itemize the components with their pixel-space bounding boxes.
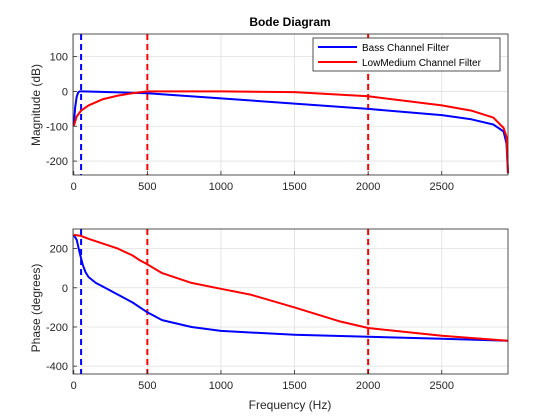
legend[interactable]: Bass Channel Filter LowMedium Channel Fi… — [312, 37, 501, 72]
x-tick-label: 2000 — [356, 380, 380, 392]
y-tick-label: -200 — [46, 156, 68, 168]
lowmedium-channel-filter-line — [73, 233, 509, 342]
magnitude-y-label: Magnitude (dB) — [29, 64, 43, 146]
frequency-x-label: Frequency (Hz) — [249, 398, 332, 412]
x-tick-label: 500 — [138, 181, 156, 193]
legend-box — [312, 37, 501, 72]
x-tick-label: 1000 — [209, 380, 233, 392]
x-tick-label: 1500 — [282, 380, 306, 392]
x-tick-label: 1500 — [282, 181, 306, 193]
magnitude-axes: Bode Diagram Magnitude (dB) 0 500 1000 1500… — [29, 15, 509, 193]
chart-title: Bode Diagram — [249, 15, 330, 29]
phase-series — [72, 233, 509, 342]
legend-label-lowmedium: LowMedium Channel Filter — [362, 58, 482, 69]
phase-y-label: Phase (degrees) — [29, 264, 43, 353]
lowmedium-channel-filter-line — [72, 90, 509, 174]
y-tick-label: 200 — [50, 244, 68, 256]
phase-axes: Phase (degrees) Frequency (Hz) 0 500 1000 1… — [29, 228, 509, 412]
x-tick-label: 500 — [138, 380, 156, 392]
x-tick-label: 2500 — [430, 380, 454, 392]
bass-channel-filter-line — [72, 90, 509, 174]
y-tick-label: 100 — [50, 52, 68, 64]
y-tick-label: -400 — [46, 361, 68, 373]
phase-grid — [73, 229, 508, 374]
x-tick-label: 0 — [71, 380, 77, 392]
x-tick-label: 1000 — [209, 181, 233, 193]
magnitude-series — [72, 90, 509, 174]
y-tick-label: -200 — [46, 322, 68, 334]
x-tick-label: 2000 — [356, 181, 380, 193]
legend-label-bass: Bass Channel Filter — [362, 43, 450, 54]
bass-channel-filter-line — [72, 234, 509, 342]
magnitude-axes-box — [72, 33, 509, 176]
x-tick-label: 0 — [71, 181, 77, 193]
phase-markers — [80, 229, 370, 374]
y-tick-label: 0 — [62, 86, 68, 98]
y-tick-label: 0 — [62, 283, 68, 295]
phase-axes-box — [72, 228, 509, 375]
x-tick-label: 2500 — [430, 181, 454, 193]
y-tick-label: -100 — [46, 121, 68, 133]
